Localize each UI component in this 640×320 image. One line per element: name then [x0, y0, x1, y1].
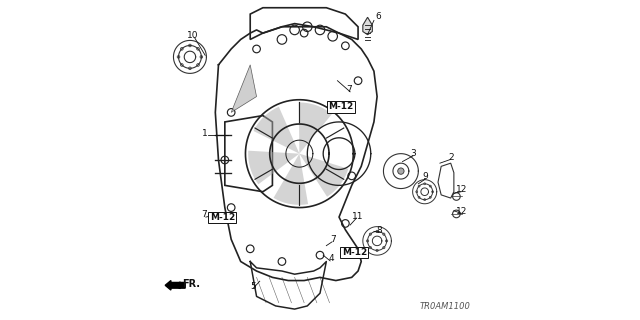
Text: 4: 4 [328, 254, 334, 263]
Text: FR.: FR. [182, 279, 200, 289]
Text: TR0AM1100: TR0AM1100 [420, 302, 470, 311]
Text: 1: 1 [202, 129, 208, 138]
Polygon shape [253, 107, 300, 154]
Polygon shape [363, 17, 372, 35]
Text: 7: 7 [347, 85, 353, 94]
Text: 9: 9 [423, 172, 429, 181]
Text: M-12: M-12 [342, 248, 367, 257]
Text: 11: 11 [352, 212, 363, 221]
Polygon shape [248, 151, 300, 184]
Text: 5: 5 [250, 282, 256, 291]
Text: 10: 10 [188, 31, 199, 40]
Text: M-12: M-12 [328, 102, 353, 111]
Polygon shape [231, 65, 257, 112]
Text: 6: 6 [375, 12, 381, 21]
Circle shape [397, 168, 404, 174]
Text: 2: 2 [449, 153, 454, 162]
Text: 7: 7 [202, 210, 207, 220]
Text: M-12: M-12 [210, 213, 235, 222]
Text: 12: 12 [456, 185, 468, 194]
Text: 12: 12 [456, 207, 468, 216]
Polygon shape [299, 102, 332, 154]
Text: 7: 7 [330, 236, 335, 244]
Text: 8: 8 [377, 226, 383, 235]
FancyArrow shape [165, 281, 185, 290]
Polygon shape [273, 154, 308, 205]
Text: 3: 3 [411, 149, 417, 158]
Polygon shape [300, 154, 348, 197]
